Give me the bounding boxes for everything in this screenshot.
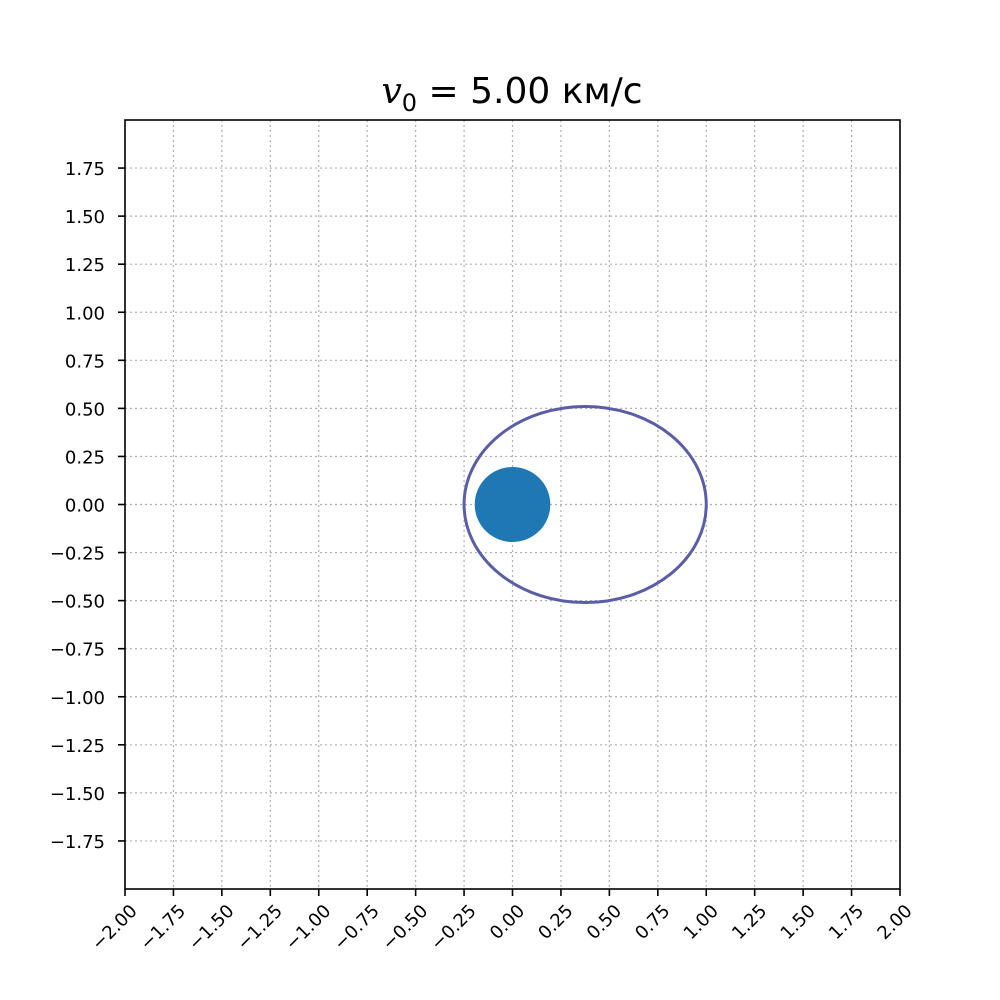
y-tick-label: 0.75 [65, 351, 105, 372]
y-tick-label: −0.75 [50, 640, 105, 661]
y-tick-label: 0.50 [65, 399, 105, 420]
grid-lines [124, 120, 901, 889]
y-tick-label: −0.50 [50, 592, 105, 613]
y-tick-label: 1.75 [65, 159, 105, 180]
y-tick-label: 0.25 [65, 447, 105, 468]
chart-title: v0 = 5.00 км/с [381, 71, 642, 117]
orbit-trajectory [462, 404, 708, 605]
y-tick-label: −1.25 [50, 736, 105, 757]
planet-disc [474, 467, 551, 542]
title-symbol: v [381, 71, 401, 112]
y-tick-label: 1.25 [65, 255, 105, 276]
y-tick-label: −1.75 [50, 832, 105, 853]
y-tick-label: 0.00 [65, 496, 105, 517]
y-tick-labels: −1.75 −1.50 −1.25 −1.00 −0.75 −0.50 −0.25 0.00 0… [50, 159, 105, 853]
axis-ticks [118, 167, 901, 896]
title-subscript: 0 [402, 89, 417, 117]
title-rest: = 5.00 км/с [417, 71, 642, 112]
y-tick-label: 1.50 [65, 207, 105, 228]
y-tick-label: −0.25 [50, 544, 105, 565]
y-tick-label: 1.00 [65, 303, 105, 324]
y-tick-label: −1.00 [50, 688, 105, 709]
plot-area [462, 404, 708, 605]
y-tick-label: −1.50 [50, 784, 105, 805]
